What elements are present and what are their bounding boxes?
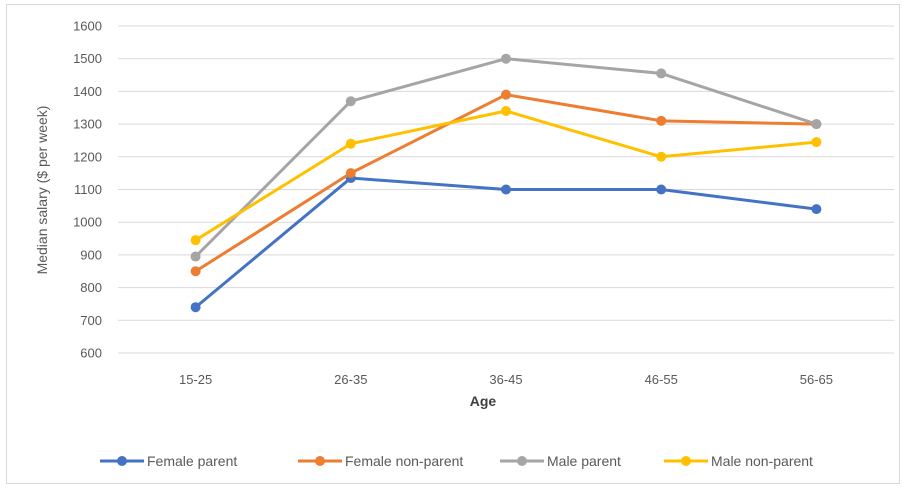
chart-frame — [6, 4, 900, 484]
data-point-female-non-parent — [190, 266, 201, 277]
data-point-male-non-parent — [501, 106, 511, 117]
y-axis-ticks: 600 700 800 900 1000 1100 1200 1300 1400 1500 1600 — [73, 19, 102, 361]
legend-marker — [117, 456, 127, 466]
data-point-male-parent — [811, 119, 822, 130]
x-axis-ticks: 15-25 26-35 36-45 46-55 56-65 — [179, 372, 833, 387]
data-point-male-parent — [345, 96, 356, 107]
data-point-female-non-parent — [345, 168, 356, 179]
x-axis-title: Age — [470, 393, 497, 409]
legend-marker — [315, 456, 325, 466]
y-tick-label: 600 — [80, 346, 102, 361]
y-tick-label: 1300 — [73, 117, 102, 132]
data-point-male-non-parent — [656, 151, 667, 162]
y-tick-label: 1400 — [73, 84, 102, 99]
y-tick-label: 1200 — [73, 149, 102, 164]
y-tick-label: 1600 — [73, 19, 102, 34]
data-point-female-parent — [190, 302, 201, 313]
legend-label: Female parent — [147, 453, 237, 469]
data-point-female-parent — [811, 204, 822, 215]
legend-marker — [517, 456, 527, 466]
y-tick-label: 1500 — [73, 51, 102, 66]
x-tick-label: 46-55 — [645, 372, 678, 387]
series-lines — [190, 53, 822, 313]
data-point-female-parent — [656, 184, 667, 195]
data-point-male-parent — [190, 251, 201, 262]
y-tick-label: 700 — [80, 313, 102, 328]
data-point-female-non-parent — [501, 89, 511, 100]
legend-label: Female non-parent — [345, 453, 463, 469]
series-line-male-non-parent — [194, 109, 817, 242]
series-line-male-parent — [194, 57, 817, 258]
data-point-male-non-parent — [190, 235, 201, 246]
x-tick-label: 26-35 — [334, 372, 367, 387]
x-tick-label: 36-45 — [489, 372, 522, 387]
data-point-male-parent — [501, 53, 511, 64]
y-tick-label: 1100 — [74, 182, 102, 197]
legend: Female parent Female non-parent Male paren… — [100, 453, 813, 469]
legend-label: Male non-parent — [711, 453, 813, 469]
data-point-male-parent — [656, 68, 667, 79]
x-tick-label: 15-25 — [179, 372, 212, 387]
data-point-female-parent — [501, 184, 511, 195]
x-tick-label: 56-65 — [800, 372, 833, 387]
data-point-male-non-parent — [345, 138, 356, 149]
y-tick-label: 1000 — [73, 215, 102, 230]
legend-label: Male parent — [547, 453, 621, 469]
data-point-male-non-parent — [811, 137, 822, 148]
y-tick-label: 900 — [80, 247, 102, 262]
y-tick-label: 800 — [80, 280, 102, 295]
y-axis-title: Median salary ($ per week) — [34, 106, 50, 275]
legend-marker — [681, 456, 691, 466]
data-point-female-non-parent — [656, 115, 667, 126]
